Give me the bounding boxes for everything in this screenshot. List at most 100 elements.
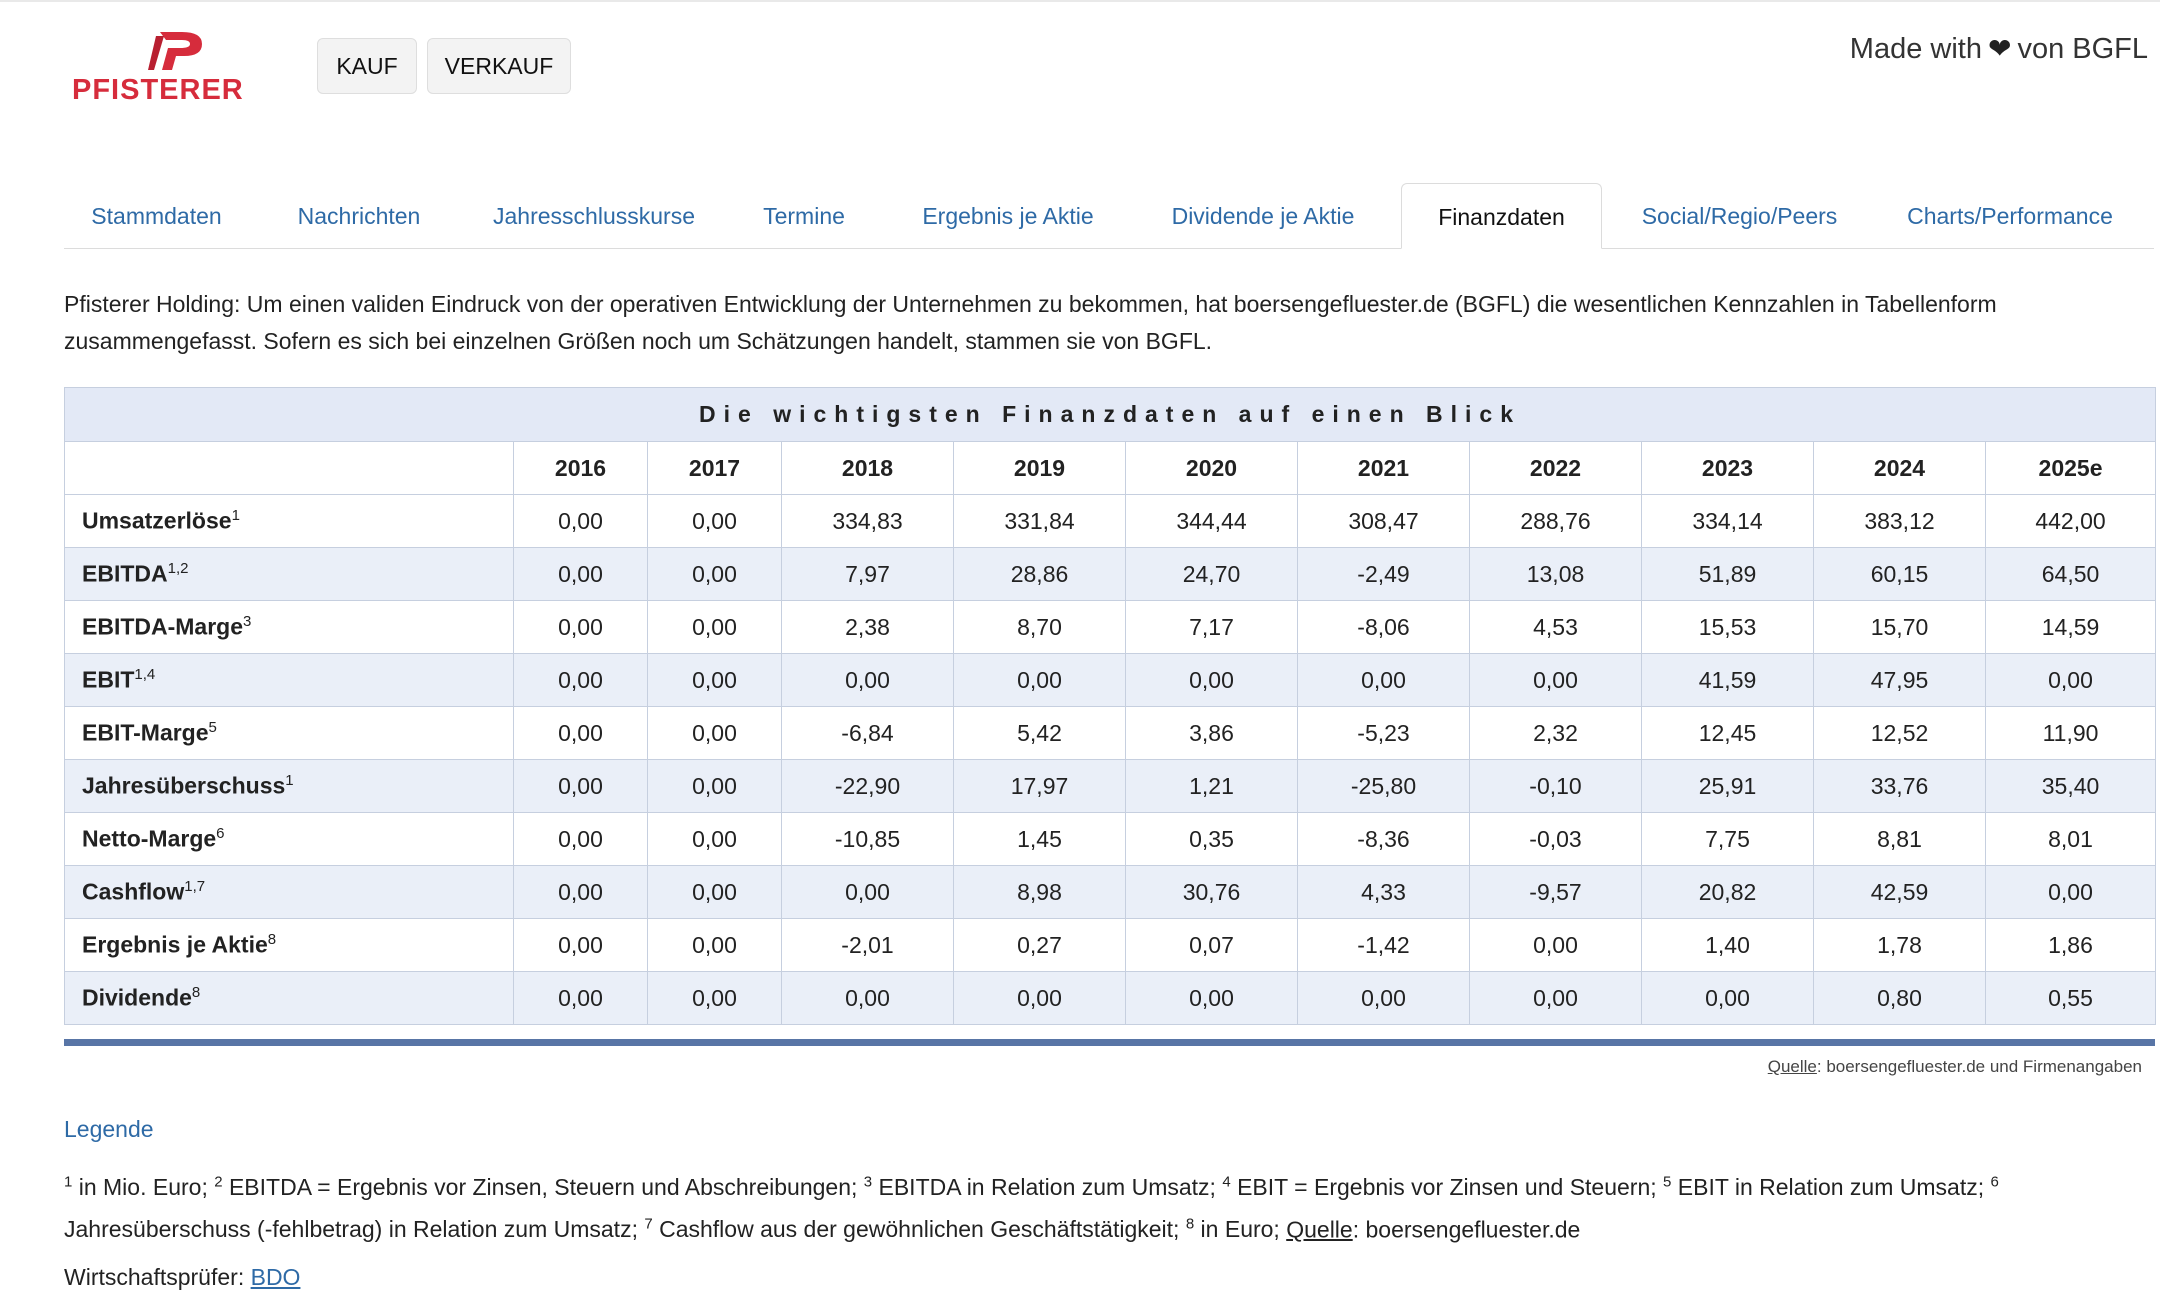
year-header: 2018 — [781, 441, 954, 495]
value-cell: 0,00 — [513, 706, 648, 760]
value-cell: 1,40 — [1641, 918, 1814, 972]
row-label: EBITDA1,2 — [64, 547, 514, 601]
value-cell: 334,83 — [781, 494, 954, 548]
row-label: Cashflow1,7 — [64, 865, 514, 919]
value-cell: 0,00 — [1469, 918, 1642, 972]
year-header: 2024 — [1813, 441, 1986, 495]
value-cell: 0,00 — [513, 971, 648, 1025]
legend-source-link[interactable]: Quelle — [1286, 1216, 1353, 1243]
value-cell: 33,76 — [1813, 759, 1986, 813]
row-label-text: Ergebnis je Aktie — [82, 931, 268, 958]
value-cell: 0,07 — [1125, 918, 1298, 972]
table-row: Jahresüberschuss1 0,00 0,00 -22,90 17,97 1,21… — [64, 759, 2157, 813]
value-cell: 1,21 — [1125, 759, 1298, 813]
tab-jahresschlusskurse[interactable]: Jahresschlusskurse — [493, 203, 695, 229]
table-source-link[interactable]: Quelle — [1767, 1057, 1817, 1076]
value-cell: 7,97 — [781, 547, 954, 601]
table-caption: Die wichtigsten Finanzdaten auf einen Bl… — [63, 387, 2157, 442]
pfisterer-logo[interactable]: PFISTERER — [72, 30, 292, 106]
row-label-text: EBITDA — [82, 560, 168, 587]
legend-footnote-number: 7 — [644, 1215, 653, 1233]
value-cell: 0,00 — [513, 918, 648, 972]
table-row: Ergebnis je Aktie8 0,00 0,00 -2,01 0,27 0,07-… — [64, 918, 2157, 972]
tab-ergebnis-je-aktie[interactable]: Ergebnis je Aktie — [922, 203, 1094, 229]
logo-mark-icon — [148, 32, 202, 70]
value-cell: 30,76 — [1125, 865, 1298, 919]
row-label: EBIT1,4 — [64, 653, 514, 707]
value-cell: 15,53 — [1641, 600, 1814, 654]
value-cell: 17,97 — [953, 759, 1126, 813]
legend-footnote-number: 4 — [1222, 1173, 1231, 1190]
year-header: 2025e — [1984, 441, 2157, 495]
value-cell: 0,00 — [781, 653, 954, 707]
value-cell: -8,36 — [1297, 812, 1470, 866]
footnote-marker: 5 — [208, 719, 217, 737]
value-cell: 41,59 — [1641, 653, 1814, 707]
value-cell: 25,91 — [1641, 759, 1814, 813]
tab-social-regio-peers[interactable]: Social/Regio/Peers — [1641, 203, 1838, 229]
footnote-marker: 1 — [285, 772, 294, 790]
row-label-text: EBITDA-Marge — [82, 613, 244, 640]
value-cell: -22,90 — [781, 759, 954, 813]
value-cell: 13,08 — [1469, 547, 1642, 601]
table-source-text: : boersengefluester.de und Firmenangaben — [1816, 1057, 2142, 1076]
value-cell: 0,00 — [513, 653, 648, 707]
value-cell: 0,00 — [647, 865, 782, 919]
value-cell: 1,86 — [1984, 918, 2157, 972]
row-label-text: EBIT — [82, 666, 135, 693]
made-with-suffix: von BGFL — [2017, 33, 2148, 65]
value-cell: 442,00 — [1984, 494, 2157, 548]
value-cell: 0,00 — [513, 759, 648, 813]
value-cell: 8,81 — [1813, 812, 1986, 866]
value-cell: 0,00 — [647, 600, 782, 654]
value-cell: 7,17 — [1125, 600, 1298, 654]
value-cell: 35,40 — [1984, 759, 2157, 813]
row-label: EBITDA-Marge3 — [64, 600, 514, 654]
tab-nachrichten[interactable]: Nachrichten — [297, 203, 421, 229]
year-header: 2016 — [513, 441, 648, 495]
value-cell: 0,00 — [647, 918, 782, 972]
tab-dividende-je-aktie[interactable]: Dividende je Aktie — [1171, 203, 1355, 229]
row-label: Jahresüberschuss1 — [64, 759, 514, 813]
tab-charts-performance[interactable]: Charts/Performance — [1907, 203, 2113, 229]
value-cell: -1,42 — [1297, 918, 1470, 972]
value-cell: 0,00 — [513, 812, 648, 866]
value-cell: 0,00 — [647, 494, 782, 548]
table-row: Cashflow1,7 0,00 0,00 0,00 8,98 30,76 4,33 -9,5… — [64, 865, 2157, 919]
legend-footnote-text: Jahresüberschuss (-fehlbetrag) in Relati… — [64, 1216, 645, 1243]
value-cell: 1,45 — [953, 812, 1126, 866]
value-cell: -8,06 — [1297, 600, 1470, 654]
row-label-text: Jahresüberschuss — [82, 772, 286, 799]
value-cell: 288,76 — [1469, 494, 1642, 548]
tab-stammdaten[interactable]: Stammdaten — [91, 203, 222, 229]
tab-finanzdaten[interactable]: Finanzdaten — [1401, 183, 1602, 249]
year-header: 2021 — [1297, 441, 1470, 495]
value-cell: 0,35 — [1125, 812, 1298, 866]
value-cell: 308,47 — [1297, 494, 1470, 548]
year-header: 2017 — [647, 441, 782, 495]
buy-button[interactable]: KAUF — [317, 38, 417, 94]
year-header: 2020 — [1125, 441, 1298, 495]
tab-bar: Stammdaten Nachrichten Jahresschlusskurs… — [64, 183, 2154, 249]
legend-title: Legende — [64, 1116, 154, 1142]
row-label: Netto-Marge6 — [64, 812, 514, 866]
table-bottom-bar — [64, 1039, 2155, 1046]
value-cell: 0,00 — [781, 865, 954, 919]
value-cell: 0,00 — [1984, 653, 2157, 707]
value-cell: 3,86 — [1125, 706, 1298, 760]
value-cell: 0,00 — [1469, 971, 1642, 1025]
legend-footnote-text: EBIT in Relation zum Umsatz; — [1671, 1173, 1991, 1200]
tab-termine[interactable]: Termine — [763, 203, 845, 229]
legend-footnote-text: EBITDA = Ergebnis vor Zinsen, Steuern un… — [222, 1173, 864, 1200]
legend-footnote-text: EBITDA in Relation zum Umsatz; — [872, 1173, 1223, 1200]
value-cell: -2,49 — [1297, 547, 1470, 601]
row-label: Ergebnis je Aktie8 — [64, 918, 514, 972]
value-cell: 0,00 — [647, 547, 782, 601]
value-cell: 0,00 — [513, 600, 648, 654]
value-cell: 0,00 — [647, 971, 782, 1025]
legend-footnote-text: EBIT = Ergebnis vor Zinsen und Steuern; — [1230, 1173, 1664, 1200]
auditor-link[interactable]: BDO — [250, 1264, 301, 1290]
value-cell: 0,00 — [1125, 971, 1298, 1025]
value-cell: -0,10 — [1469, 759, 1642, 813]
sell-button[interactable]: VERKAUF — [427, 38, 571, 94]
